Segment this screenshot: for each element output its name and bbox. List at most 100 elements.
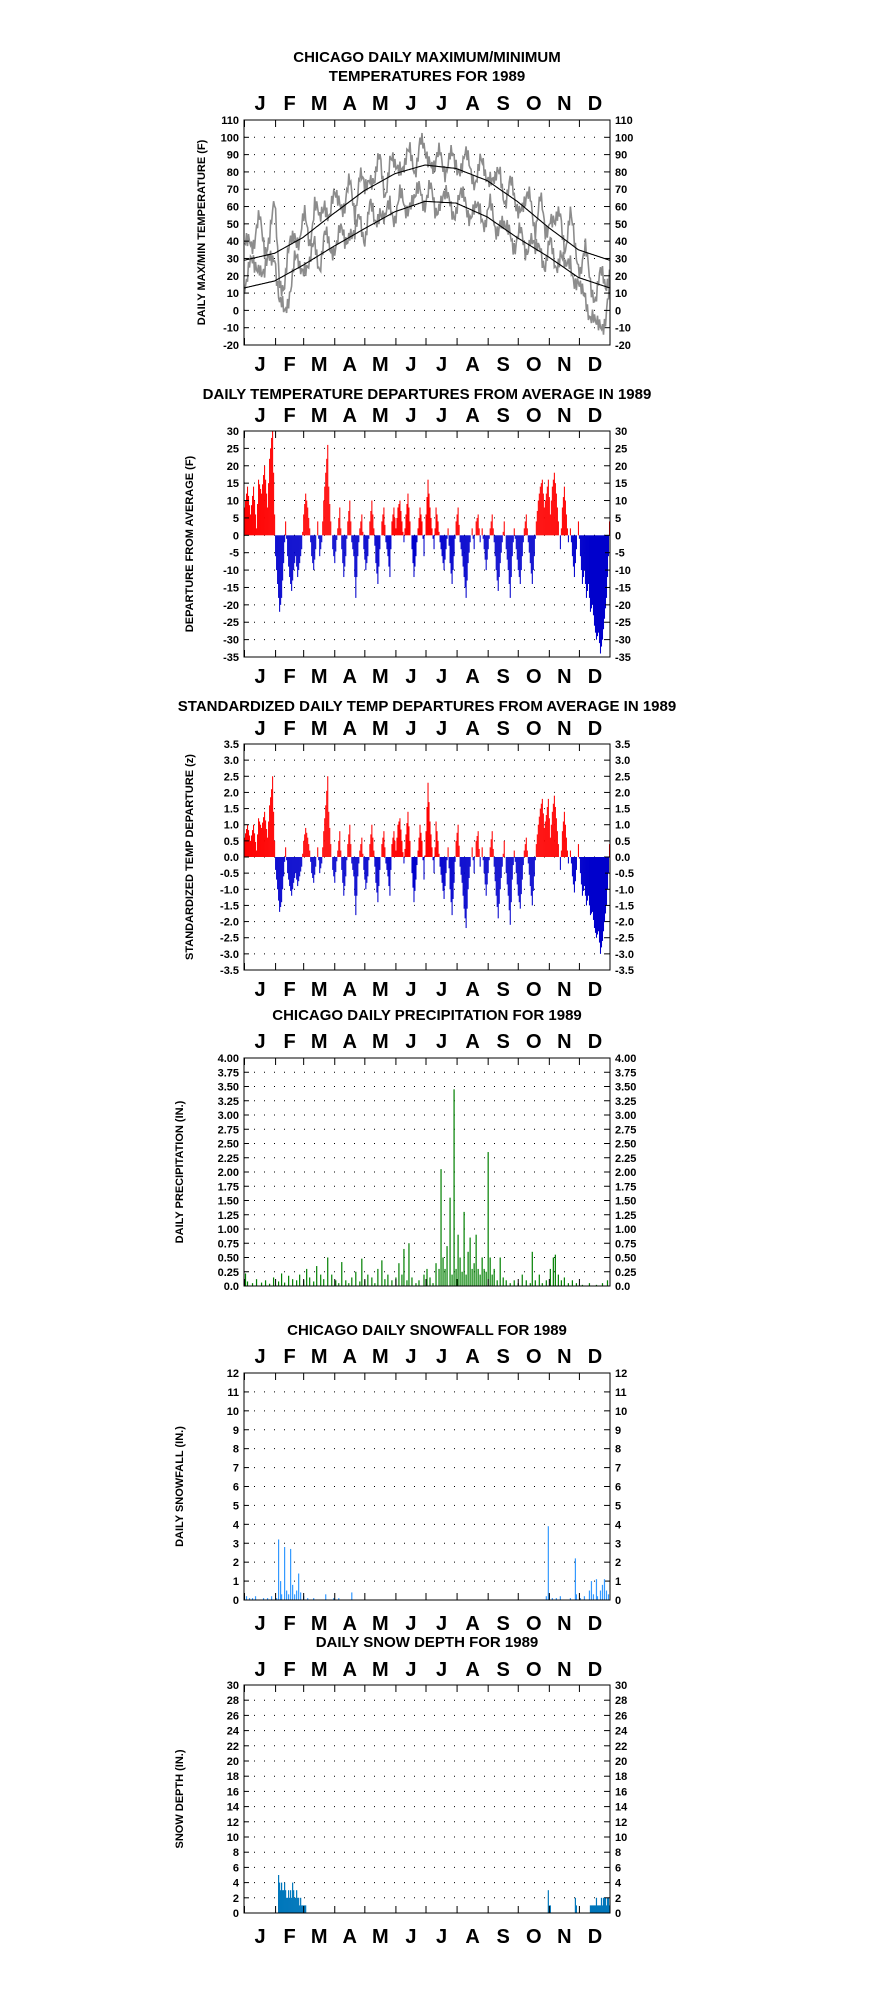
bar	[462, 535, 464, 567]
bar	[301, 1905, 303, 1913]
month-label: J	[405, 718, 416, 740]
bar	[300, 535, 302, 557]
bar	[341, 535, 343, 550]
bar	[445, 857, 447, 874]
month-label: D	[588, 1613, 602, 1635]
bar	[590, 535, 592, 609]
y-tick-label-right: 80	[615, 167, 627, 179]
bar	[523, 528, 525, 536]
bar	[573, 535, 575, 578]
bar	[375, 535, 377, 564]
bar	[244, 507, 246, 536]
bar	[362, 853, 364, 857]
bar	[352, 857, 354, 870]
bar	[497, 535, 499, 591]
bar	[455, 521, 457, 536]
bar	[565, 837, 567, 857]
y-tick-label-left: 10	[227, 1832, 239, 1844]
y-tick-label-right: 2.50	[615, 1139, 636, 1151]
bar	[436, 514, 438, 536]
bar	[385, 535, 387, 543]
y-tick-label-right: 24	[615, 1726, 628, 1738]
bar	[341, 857, 343, 870]
bar	[376, 535, 378, 574]
bar	[371, 500, 373, 536]
y-tick-label-right: -2.0	[615, 917, 634, 929]
bar	[485, 535, 487, 571]
bar	[401, 521, 403, 536]
bar	[600, 1897, 603, 1913]
bar	[423, 857, 425, 880]
month-label: S	[497, 666, 510, 688]
bar	[324, 486, 326, 536]
bar	[517, 857, 519, 896]
bar	[457, 824, 459, 857]
bar	[338, 517, 340, 536]
bar	[574, 535, 576, 564]
bar	[384, 1279, 386, 1286]
bar	[276, 535, 278, 571]
bar	[603, 535, 606, 619]
y-tick-label-right: -15	[615, 582, 631, 594]
bar	[426, 1268, 428, 1286]
bar	[597, 535, 600, 633]
bar	[328, 486, 330, 536]
bar	[453, 535, 455, 557]
bar	[465, 1274, 467, 1286]
month-label: J	[405, 666, 416, 688]
y-tick-label-right: 0	[615, 1595, 621, 1607]
y-tick-label-left: 30	[227, 426, 239, 438]
y-tick-label-right: 0.5	[615, 836, 630, 848]
bar	[484, 535, 486, 560]
bar	[418, 1280, 420, 1286]
bar	[425, 514, 427, 536]
bar	[311, 535, 313, 557]
y-tick-label-right: 1.5	[615, 804, 630, 816]
bar	[385, 857, 387, 864]
bar	[552, 479, 554, 536]
bar	[253, 486, 255, 536]
chart-title: CHICAGO DAILY MAXIMUM/MINIMUM	[293, 49, 561, 66]
bar	[431, 528, 433, 536]
bar	[575, 1594, 578, 1600]
month-label: A	[465, 93, 479, 115]
month-label: M	[311, 718, 328, 740]
bar	[589, 857, 591, 916]
bar	[427, 479, 429, 536]
y-tick-label-left: 2	[233, 1557, 239, 1569]
bar	[281, 857, 283, 903]
bar	[531, 857, 533, 906]
bar	[311, 857, 313, 874]
bar	[376, 857, 378, 893]
month-label: J	[405, 405, 416, 427]
month-label: J	[436, 1926, 447, 1948]
bar	[442, 535, 444, 564]
bar	[479, 535, 481, 543]
bar	[326, 458, 328, 536]
bar	[460, 857, 462, 875]
bar	[274, 840, 276, 857]
bar	[300, 857, 302, 872]
y-tick-label-right: 3.75	[615, 1067, 636, 1079]
bars	[244, 1089, 609, 1286]
y-tick-label-right: 5	[615, 1500, 621, 1512]
bar	[415, 1283, 417, 1286]
bar	[404, 528, 406, 536]
bar	[296, 1590, 298, 1600]
y-tick-label-left: 20	[227, 461, 239, 473]
bar	[536, 834, 538, 857]
bar	[268, 483, 270, 536]
y-tick-label-left: 6	[233, 1482, 239, 1494]
y-tick-label-right: 110	[615, 115, 633, 127]
bar	[386, 535, 388, 550]
y-tick-label-right: 3.25	[615, 1096, 636, 1108]
bar	[291, 535, 293, 591]
bar	[258, 818, 260, 857]
month-label: N	[557, 1659, 571, 1681]
bar	[297, 1897, 299, 1913]
bar	[572, 857, 574, 885]
y-tick-label-right: 1.25	[615, 1210, 636, 1222]
bar	[255, 1279, 258, 1286]
bar	[384, 847, 386, 857]
bar	[549, 837, 551, 857]
